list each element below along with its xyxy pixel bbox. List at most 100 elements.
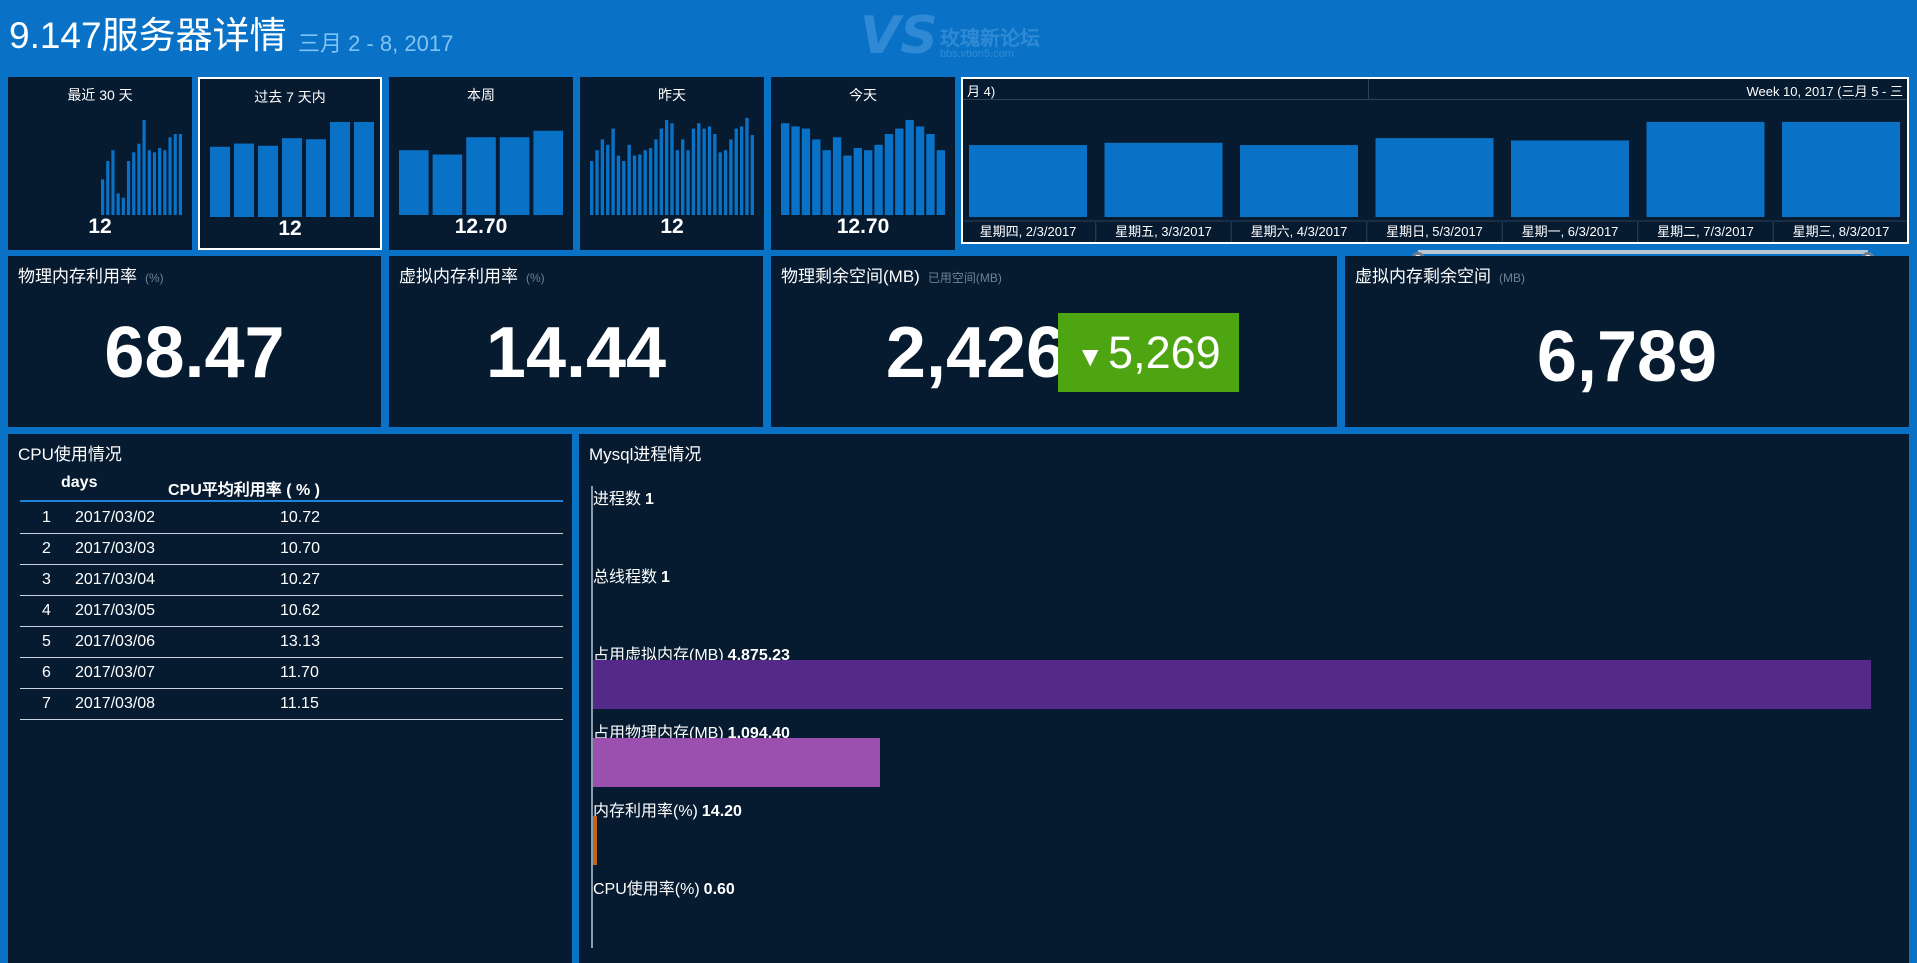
- spark-bar: [723, 150, 728, 215]
- mysql-process-panel: Mysql进程情况 进程数 1 总线程数 1 占用虚拟内存(MB) 4,875.23 …: [579, 434, 1909, 963]
- spark-bar: [106, 161, 110, 215]
- down-arrow-icon: ▼: [1076, 340, 1105, 372]
- page-title: 9.147服务器详情: [9, 15, 287, 56]
- range-slider-track[interactable]: [1418, 250, 1868, 254]
- kpi-value: 6,789: [1536, 317, 1718, 397]
- spark-bar: [654, 139, 658, 215]
- spark-bar: [210, 146, 230, 217]
- mysql-item-label: 占用虚拟内存(MB) 4,875.23: [593, 641, 790, 665]
- tile-this-week[interactable]: 本周 12.70: [389, 77, 573, 250]
- kpi-label: 物理内存利用率: [18, 267, 137, 286]
- mysql-bar-virtual-mem[interactable]: [593, 660, 1871, 709]
- spark-bar: [116, 193, 120, 215]
- spark-bar: [702, 128, 706, 215]
- tile-value: 12: [660, 215, 684, 238]
- cpu-usage-panel: CPU使用情况 days CPU平均利用率 ( % ) 1 2017/03/02 1…: [8, 434, 572, 963]
- spark-bar: [163, 150, 167, 215]
- row-day: 2017/03/03: [75, 540, 156, 557]
- spark-bar: [659, 128, 663, 215]
- metric-value: 4,875.23: [727, 647, 790, 664]
- row-index: 7: [42, 695, 51, 712]
- spark-bar: [158, 148, 162, 215]
- table-row[interactable]: 7 2017/03/08 11.15: [20, 688, 563, 720]
- spark-bar: [812, 139, 821, 215]
- kpi-unit: (%): [145, 271, 164, 285]
- spark-bar: [234, 143, 254, 217]
- tile-value: 12: [88, 215, 112, 238]
- tile-last-30-days[interactable]: 最近 30 天 12: [8, 77, 192, 250]
- mysql-bar-mem-rate[interactable]: [593, 816, 597, 865]
- sparkbar-chart: [781, 119, 945, 215]
- daily-bars: 星期四, 2/3/2017 星期五, 3/3/2017 星期六, 4/3/2017 星…: [963, 121, 1907, 242]
- tile-value: 12.70: [454, 215, 508, 238]
- spark-bar: [173, 134, 177, 215]
- tile-last-7-days[interactable]: 过去 7 天内 12: [198, 77, 382, 250]
- metric-value: 14.20: [701, 803, 742, 820]
- spark-bar: [691, 128, 696, 215]
- spark-bar: [330, 121, 350, 217]
- tile-yesterday[interactable]: 昨天 12: [580, 77, 764, 250]
- spark-bar: [853, 148, 862, 215]
- mysql-bar-physical-mem[interactable]: [593, 738, 880, 787]
- spark-bar: [864, 150, 873, 215]
- bar-axis: [591, 486, 593, 948]
- metric-name: 占用物理内存(MB): [593, 725, 724, 742]
- metric-value: 1: [645, 491, 654, 508]
- kpi-unit: (%): [526, 271, 545, 285]
- row-index: 6: [42, 664, 51, 681]
- metric-name: 进程数: [593, 491, 642, 508]
- spark-bar: [791, 126, 800, 215]
- day-bar: [1646, 121, 1765, 217]
- tile-value: 12.70: [836, 215, 890, 238]
- day-bar: [1104, 142, 1223, 217]
- panel-title: Mysql进程情况: [589, 445, 702, 464]
- table-row[interactable]: 5 2017/03/06 13.13: [20, 626, 563, 658]
- spark-bar: [707, 126, 712, 215]
- kpi-value: 68.47: [104, 313, 285, 393]
- watermark-logo-mark: VS: [860, 6, 938, 66]
- spark-bar: [137, 143, 141, 215]
- row-value: 10.72: [280, 509, 321, 526]
- row-index: 3: [42, 571, 51, 588]
- row-value: 10.62: [280, 602, 321, 619]
- spark-bar: [606, 144, 610, 215]
- table-row[interactable]: 1 2017/03/02 10.72: [20, 502, 563, 534]
- row-index: 2: [42, 540, 51, 557]
- tile-today[interactable]: 今天 12.70: [771, 77, 955, 250]
- spark-bar: [801, 128, 811, 215]
- table-row[interactable]: 2 2017/03/03 10.70: [20, 533, 563, 565]
- sparkbar-chart: [210, 121, 374, 217]
- metric-name: 占用虚拟内存(MB): [593, 647, 724, 664]
- row-value: 10.27: [280, 571, 321, 588]
- daily-bar-chart[interactable]: 月 4) Week 10, 2017 (三月 5 - 三 星期四, 2/3/20…: [961, 77, 1909, 244]
- day-bar: [1375, 138, 1494, 217]
- table-row[interactable]: 3 2017/03/04 10.27: [20, 564, 563, 596]
- column-header-days[interactable]: days: [61, 474, 98, 491]
- column-header-cpu-avg[interactable]: CPU平均利用率 ( % ): [168, 482, 321, 499]
- kpi-virt-free: 虚拟内存剩余空间 (MB) 6,789: [1345, 256, 1909, 427]
- date-range: 三月 2 - 8, 2017: [298, 31, 454, 56]
- table-row[interactable]: 4 2017/03/05 10.62: [20, 595, 563, 627]
- spark-bar: [616, 155, 621, 215]
- tile-label: 昨天: [658, 87, 686, 103]
- spark-bar: [147, 150, 151, 215]
- kpi-label: 虚拟内存剩余空间: [1355, 267, 1491, 286]
- row-value: 13.13: [280, 633, 321, 650]
- spark-bar: [697, 123, 701, 215]
- watermark-text: 玫瑰新论坛: [940, 28, 1040, 50]
- spark-bar: [258, 145, 278, 217]
- sparkbar-chart: [399, 130, 563, 215]
- spark-bar: [905, 119, 914, 215]
- spark-bar: [750, 135, 754, 215]
- spark-bar: [282, 138, 302, 217]
- spark-bar: [664, 119, 669, 215]
- tile-value: 12: [278, 217, 302, 240]
- spark-bar: [643, 150, 647, 215]
- spark-bar: [681, 139, 685, 215]
- table-row[interactable]: 6 2017/03/07 11.70: [20, 657, 563, 689]
- day-label: 星期日, 5/3/2017: [1386, 224, 1483, 239]
- spark-bar: [354, 121, 374, 217]
- spark-bar: [101, 179, 105, 215]
- mysql-item-label: 进程数 1: [593, 485, 654, 509]
- metric-name: CPU使用率(%): [593, 881, 700, 898]
